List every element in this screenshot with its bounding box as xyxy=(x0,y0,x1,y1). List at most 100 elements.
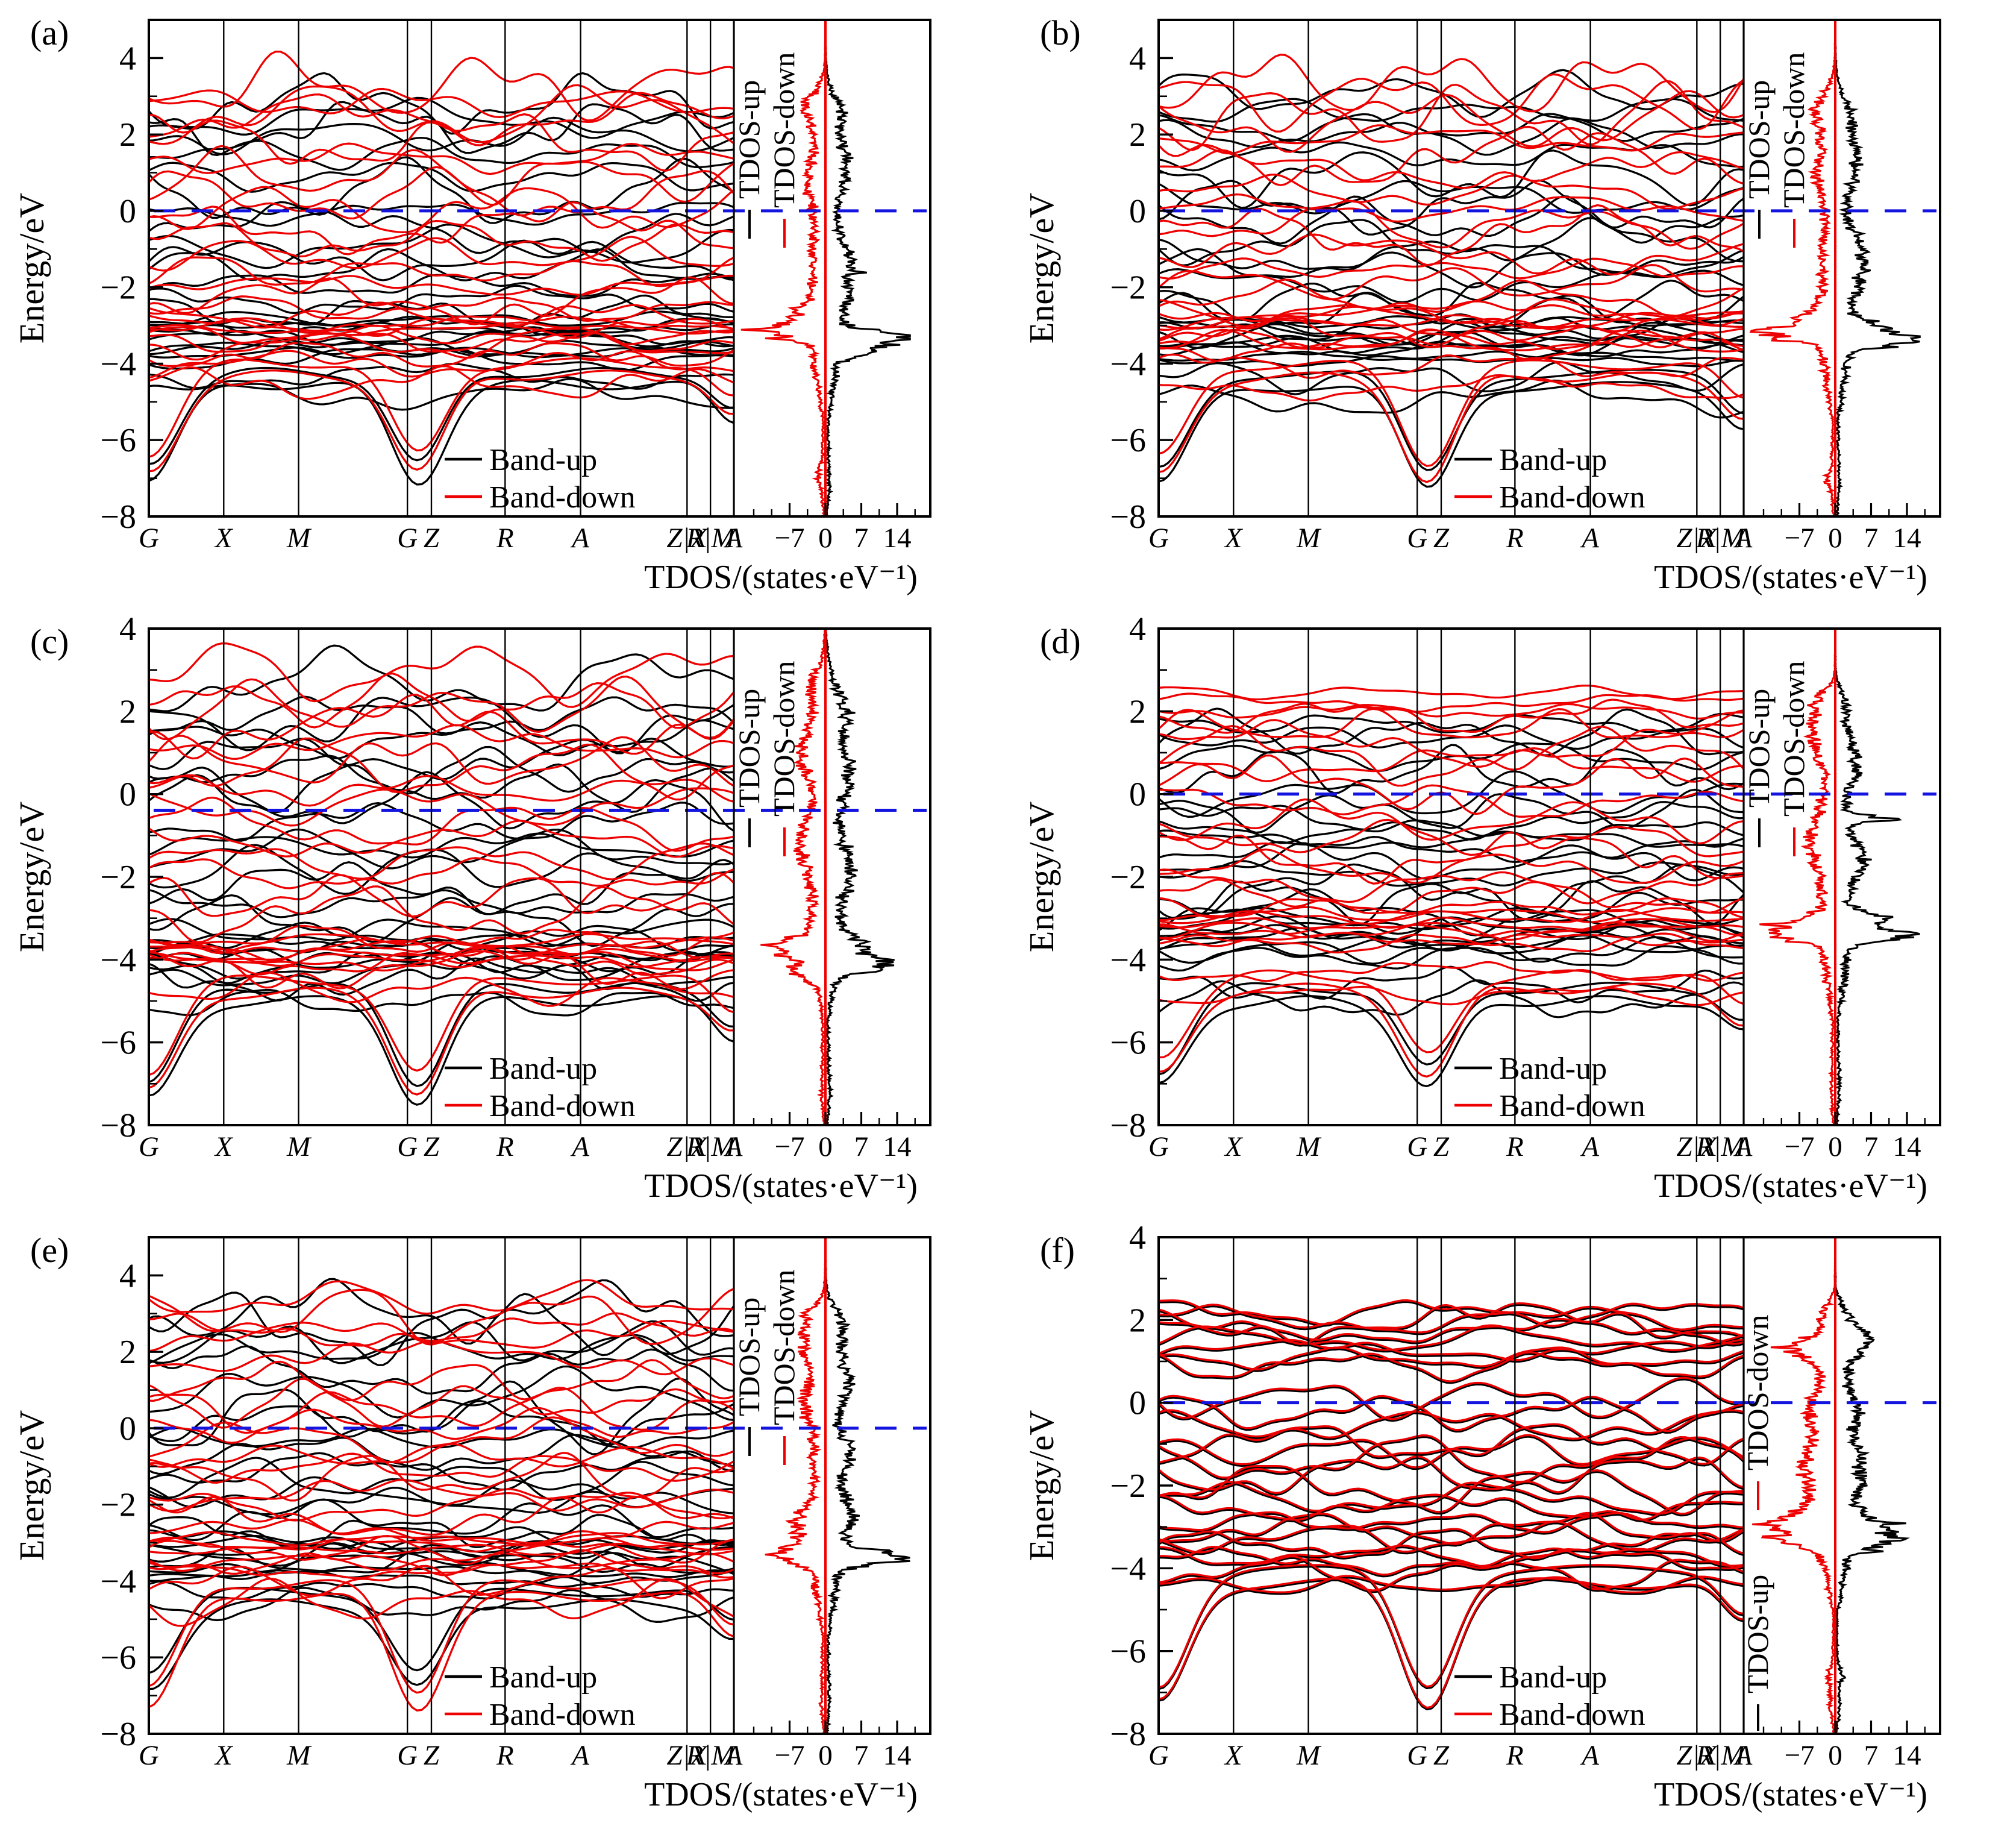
band-up-curve xyxy=(1159,708,1744,756)
band-up-curve xyxy=(149,1377,734,1455)
k-label: R|M xyxy=(686,1131,737,1163)
dos-down-curve xyxy=(740,20,827,516)
band-down-curve xyxy=(149,1577,734,1627)
k-label: M xyxy=(286,522,312,554)
band-up-curve xyxy=(149,695,734,735)
band-down-curve xyxy=(1159,708,1744,739)
band-down-curve xyxy=(1159,831,1744,885)
plot-frame xyxy=(1157,1236,1941,1735)
band-down-curve xyxy=(1159,1464,1744,1515)
dos-tick-label: 14 xyxy=(1893,1740,1921,1771)
legend-band-up-label: Band-up xyxy=(489,443,597,477)
band-down-curve xyxy=(1159,932,1744,947)
band-up-curve xyxy=(1159,1301,1744,1329)
band-up-curve xyxy=(1159,379,1744,419)
panel-c-svg: 420−2−4−6−8G X M G Z R A Z|XR|MA −7 0 7 14Energy/eV… xyxy=(12,610,931,1205)
band-down-curve xyxy=(149,219,734,262)
legend-tdos-down-label: TDOS-down xyxy=(767,52,801,208)
dos-tick-label: 14 xyxy=(883,1131,912,1163)
dos-curves-group xyxy=(740,20,911,516)
k-label: G xyxy=(1407,1740,1427,1771)
k-label: G xyxy=(1148,1740,1169,1771)
y-tick-label: −4 xyxy=(100,345,136,383)
k-label: G xyxy=(1148,522,1169,554)
band-down-curve xyxy=(1159,300,1744,322)
dos-curves-group xyxy=(1752,1237,1910,1734)
y-tick-label: 0 xyxy=(119,193,136,230)
band-down-curve xyxy=(149,642,734,708)
legend-band-down-label: Band-down xyxy=(489,1698,636,1732)
band-up-curve xyxy=(1159,936,1744,965)
band-down-curve xyxy=(1159,257,1744,280)
band-down-curve xyxy=(149,1578,734,1694)
band-up-curve xyxy=(1159,713,1744,734)
k-label: G xyxy=(139,1131,159,1163)
dos-axis-label: TDOS/(states·eV⁻¹) xyxy=(644,1776,918,1813)
dos-tick-label: 7 xyxy=(854,1740,869,1771)
band-up-curve xyxy=(1159,1411,1744,1442)
k-label: R xyxy=(1506,1740,1524,1771)
panel-letter: (e) xyxy=(30,1231,69,1270)
band-down-curve xyxy=(149,933,734,949)
k-label: G xyxy=(397,1740,418,1771)
band-up-curve xyxy=(149,366,734,465)
k-label: X xyxy=(214,1131,234,1163)
y-tick-label: −6 xyxy=(100,1639,136,1677)
y-tick-label: −4 xyxy=(1110,345,1146,383)
y-tick-label: −6 xyxy=(100,422,136,459)
panel-a: 4 2 0 −2 −4 −6 −8 G X M G Z R A Z|X R|M A −7 0 7 14 Energy/eV… xyxy=(0,0,1004,603)
band-down-curve xyxy=(1159,1304,1744,1334)
band-up-curve xyxy=(1159,350,1744,363)
band-up-curve xyxy=(149,1565,734,1578)
k-label: R|M xyxy=(1695,1131,1747,1163)
band-down-curve xyxy=(149,256,734,287)
k-label: G xyxy=(1407,1131,1427,1163)
band-up-curve xyxy=(1159,1483,1744,1516)
y-tick-label: −4 xyxy=(100,1563,136,1600)
band-up-curve xyxy=(149,859,734,915)
band-down-curve xyxy=(149,276,734,325)
y-tick-label: 0 xyxy=(1129,193,1146,230)
y-tick-label: −2 xyxy=(1110,1467,1146,1505)
band-up-curve xyxy=(1159,339,1744,358)
band-down-curve xyxy=(149,1452,734,1502)
y-tick-label: 0 xyxy=(1129,776,1146,814)
band-down-curve xyxy=(1159,684,1744,701)
band-down-curve xyxy=(1159,932,1744,954)
band-down-curve xyxy=(149,724,734,760)
band-down-curve xyxy=(149,987,734,1096)
k-label: A xyxy=(724,1131,743,1163)
k-label: M xyxy=(286,1740,312,1771)
band-down-curve xyxy=(1159,374,1744,402)
y-tick-label: 4 xyxy=(1129,40,1146,77)
band-up-curve xyxy=(1159,1378,1744,1422)
band-up-curve xyxy=(149,1365,734,1422)
dos-axis-label: TDOS/(states·eV⁻¹) xyxy=(1654,1167,1927,1205)
energy-axis-label: Energy/eV xyxy=(1022,802,1061,952)
band-down-curve xyxy=(149,315,734,332)
band-down-curve xyxy=(149,324,734,345)
k-label: M xyxy=(1296,522,1322,554)
k-label: R xyxy=(496,1740,514,1771)
band-down-curve xyxy=(1159,1455,1744,1495)
dos-tick-label: −7 xyxy=(1784,1740,1814,1771)
band-down-curve xyxy=(1159,371,1744,483)
band-down-curve xyxy=(1159,1409,1744,1440)
y-tick-label: −6 xyxy=(1110,422,1146,459)
y-tick-label: 0 xyxy=(119,776,136,814)
band-up-curve xyxy=(1159,819,1744,844)
energy-axis-label: Energy/eV xyxy=(12,193,51,344)
band-down-curve xyxy=(1159,747,1744,783)
y-tick-label: −6 xyxy=(100,1024,136,1062)
band-up-curve xyxy=(1159,368,1744,471)
dos-tick-label: 14 xyxy=(883,522,912,554)
y-tick-label: −4 xyxy=(1110,941,1146,979)
legend-band-down-label: Band-down xyxy=(1499,1089,1645,1123)
legend-band-down-label: Band-down xyxy=(1499,480,1645,515)
band-down-curve xyxy=(1159,1395,1744,1432)
band-down-curve xyxy=(1159,359,1744,467)
band-down-curve xyxy=(149,672,734,729)
k-label: A xyxy=(1733,522,1753,554)
band-down-curve xyxy=(149,1359,734,1402)
band-up-curve xyxy=(1159,361,1744,395)
